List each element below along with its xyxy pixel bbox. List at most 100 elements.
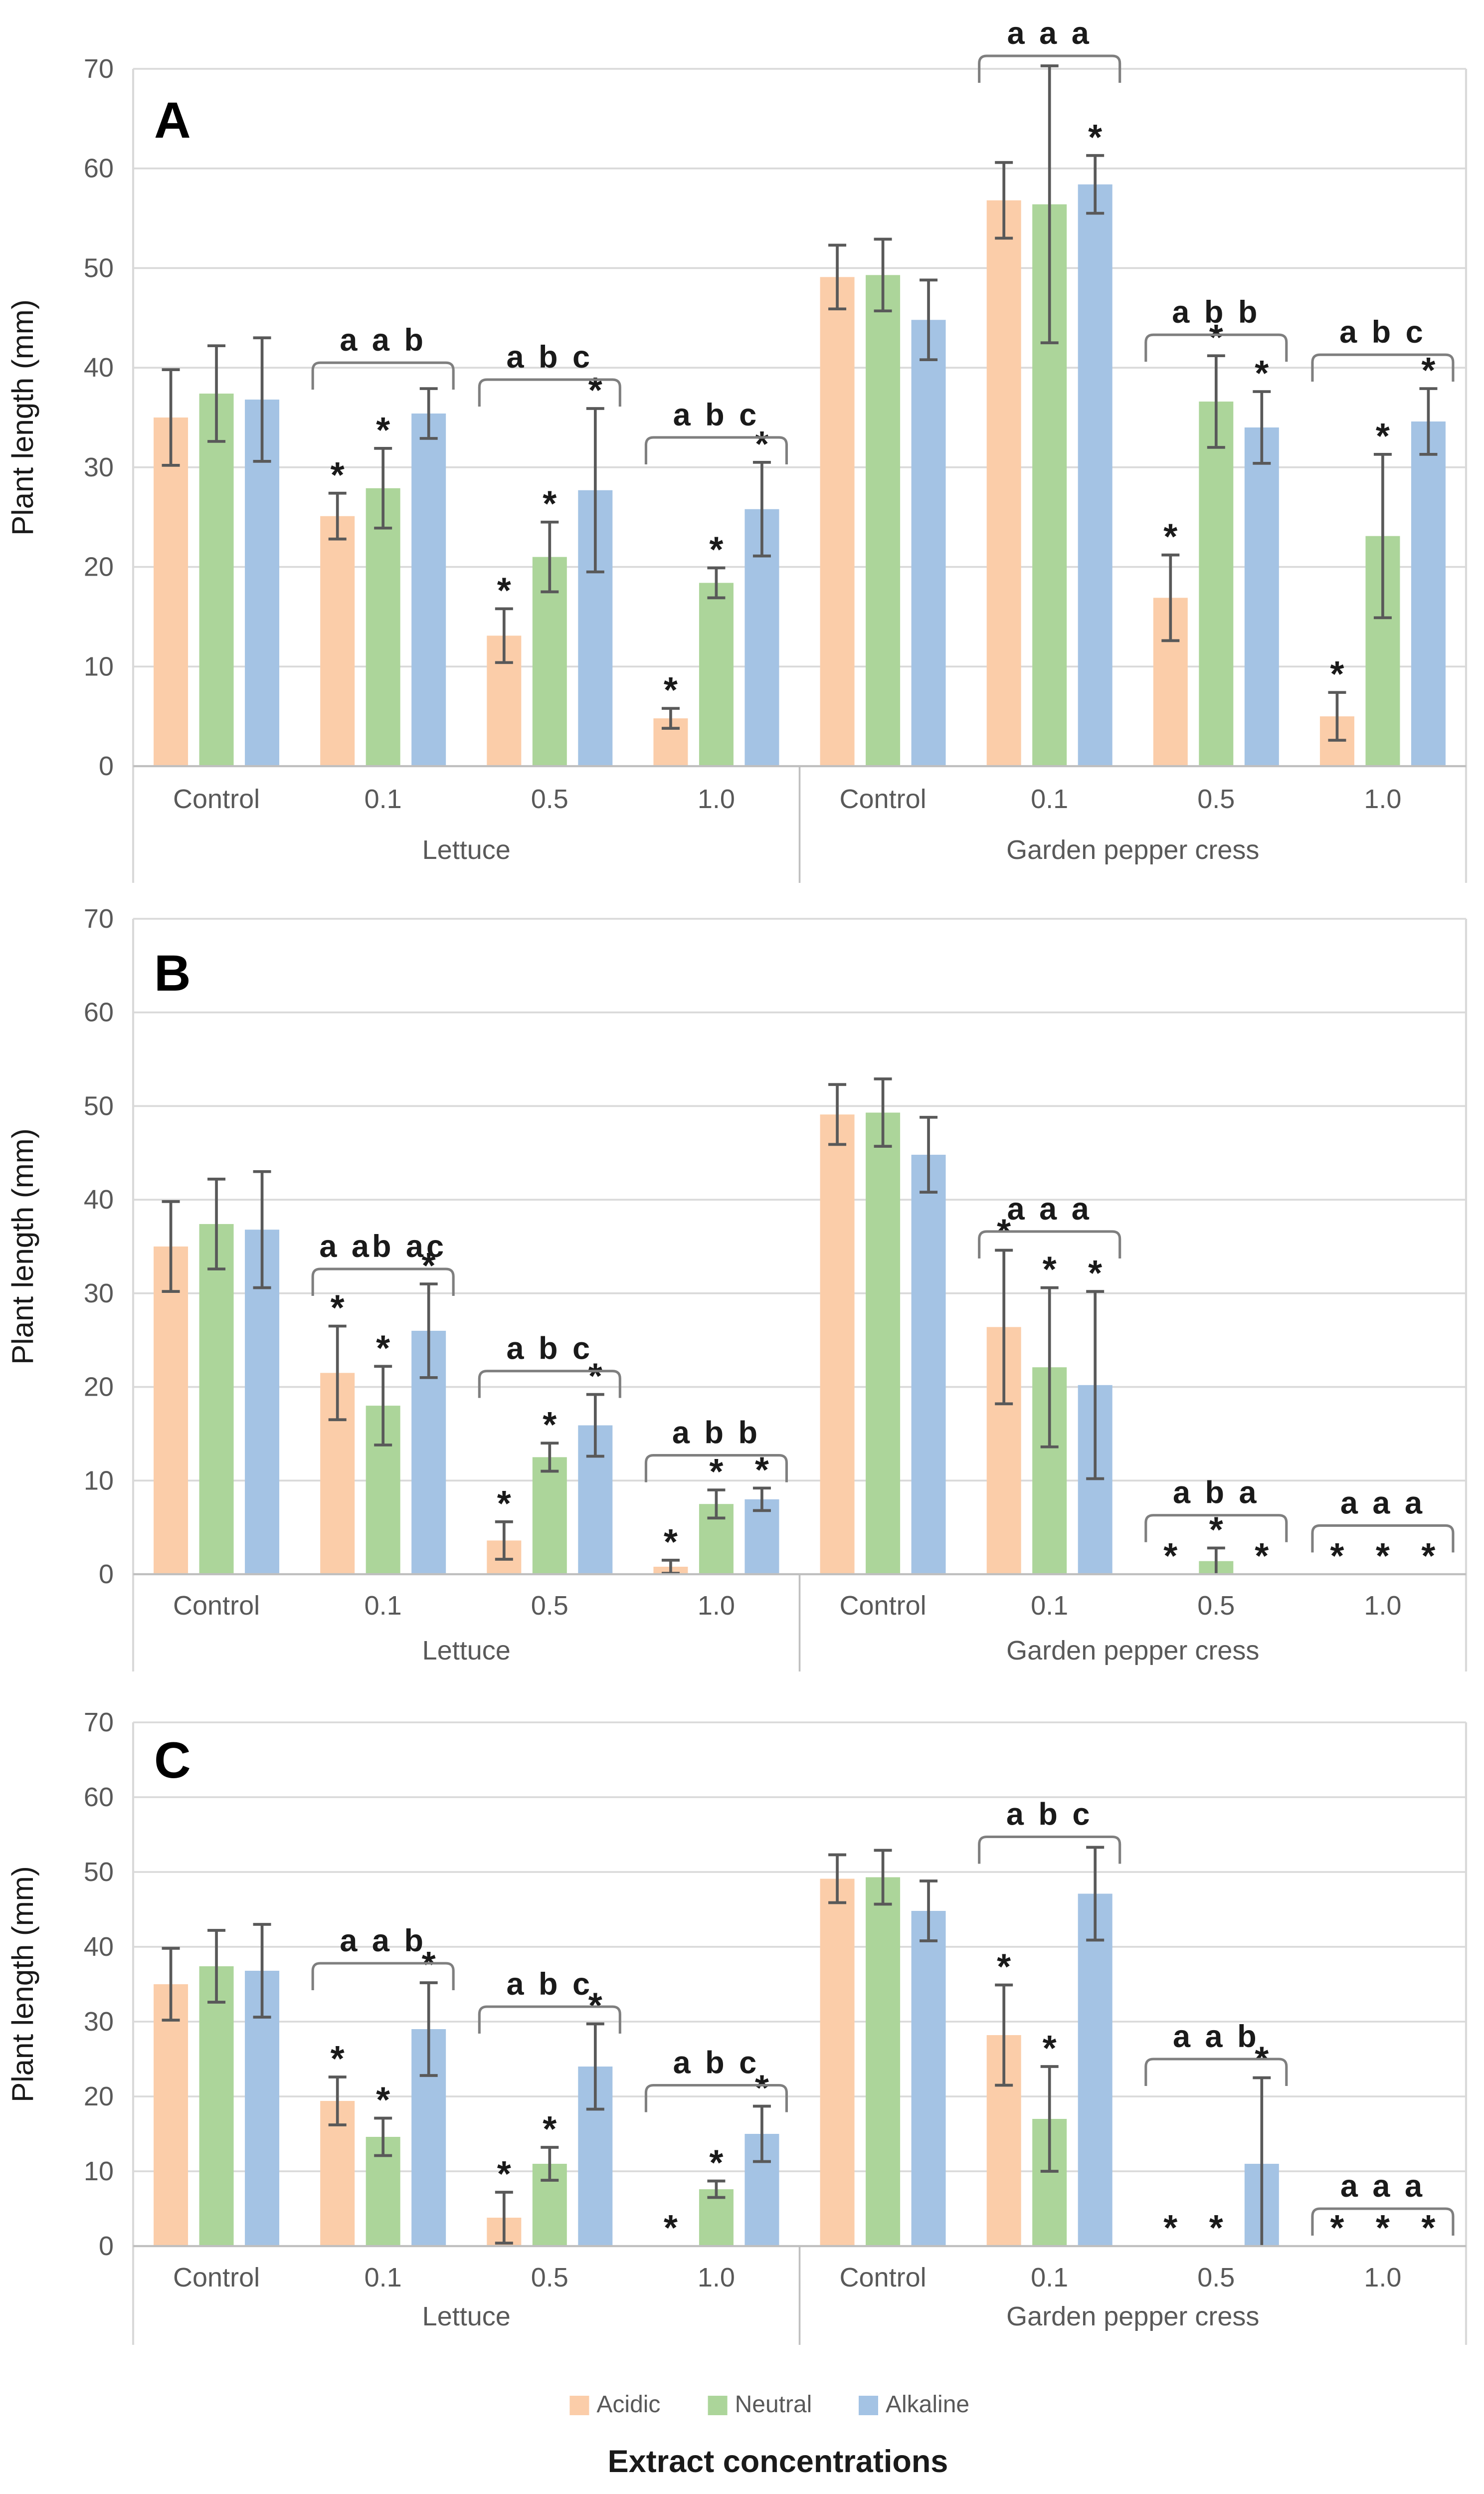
x-group-label: 0.1 [365,2263,402,2292]
legend: Acidic Neutral Alkaline [569,2391,969,2418]
x-group-label: Control [840,2263,927,2292]
x-group-label: 0.5 [1197,1591,1235,1621]
x-group-label: Control [840,1591,927,1621]
annotation-letters: a a a [1340,1485,1425,1520]
annotation-bracket [978,1230,1121,1258]
annotation-letters: a a a [1340,2169,1425,2204]
significance-asterisk: * [543,484,556,524]
annotation-letters: a a a [1007,1192,1092,1227]
annotation-bracket [1311,353,1455,382]
panel-label: A [154,92,191,149]
panel-label: B [154,945,191,1002]
x-group-label: 0.5 [1197,784,1235,814]
bar-neutral [699,583,734,766]
y-tick-label: 60 [84,998,114,1028]
significance-asterisk: * [497,571,511,611]
y-tick-label: 50 [84,1091,114,1121]
legend-label-neutral: Neutral [735,2391,812,2418]
significance-asterisk: * [1255,354,1269,394]
bar-acidic [820,1878,855,2246]
bar-acidic [986,200,1021,767]
x-group-label: 0.5 [531,2263,568,2292]
annotation-bracket [311,1962,455,1990]
significance-asterisk: * [997,1947,1011,1987]
significance-asterisk: * [1043,1250,1057,1290]
significance-asterisk: * [664,2208,678,2248]
annotation-bracket [978,54,1121,83]
y-tick-label: 70 [84,904,114,934]
significance-asterisk: * [1088,1253,1102,1293]
x-section-label: Lettuce [422,1636,511,1665]
significance-asterisk: * [1209,318,1223,358]
significance-asterisk: * [376,411,390,450]
significance-asterisk: * [1376,2208,1390,2248]
bar-acidic [154,417,188,766]
annotation-letters: a b c [507,1331,593,1366]
significance-asterisk: * [1209,1510,1223,1550]
y-tick-label: 0 [99,1559,114,1589]
bar-neutral [866,1112,901,1574]
panel-label: C [154,1732,191,1789]
panel-A: 0 10 20 30 40 50 60 70 Plant length (mm) A Control… [6,16,1468,883]
significance-asterisk: * [755,2069,769,2108]
bar-neutral [199,394,234,766]
annotation-letters: a b b [1172,295,1260,330]
significance-asterisk: * [1255,1536,1269,1576]
annotation-bracket [1144,333,1288,362]
annotation-bracket [478,378,621,407]
significance-asterisk: * [497,1484,511,1524]
bar-neutral [1199,402,1234,766]
y-tick-label: 30 [84,1278,114,1308]
significance-asterisk: * [1330,2208,1344,2248]
significance-asterisk: * [1376,1536,1390,1576]
x-group-label: 0.5 [531,1591,568,1621]
panel-B: 0 10 20 30 40 50 60 70 Plant length (mm) B Control… [6,904,1468,1671]
significance-asterisk: * [1163,1536,1177,1576]
bar-alkaline [1078,184,1113,766]
annotation-letters: a b c [507,1967,593,2002]
annotation-bracket [644,436,788,464]
annotation-bracket [1311,1524,1455,1553]
annotation-letters: a a b [1173,2019,1260,2054]
x-group-label: 1.0 [1364,1591,1401,1621]
x-section-label: Lettuce [422,2301,511,2331]
significance-asterisk: * [376,2080,390,2120]
y-tick-label: 60 [84,154,114,184]
legend-swatch-acidic [569,2396,589,2415]
y-axis-title: Plant length (mm) [6,299,39,536]
annotation-bracket [978,1835,1121,1864]
y-tick-label: 10 [84,2156,114,2186]
annotation-bracket [478,1370,621,1398]
significance-asterisk: * [422,1945,436,1985]
bar-neutral [866,1877,901,2246]
annotation-bracket [644,2083,788,2112]
x-group-label: 1.0 [698,784,735,814]
y-tick-label: 20 [84,2081,114,2111]
significance-asterisk: * [588,371,602,411]
y-axis-title: Plant length (mm) [6,1128,39,1365]
annotation-letters: a a b [340,323,426,358]
y-tick-label: 40 [84,1185,114,1215]
y-tick-label: 70 [84,54,114,84]
y-tick-label: 30 [84,2007,114,2037]
x-section-label: Garden pepper cress [1006,835,1259,865]
legend-label-alkaline: Alkaline [886,2391,969,2418]
y-tick-label: 0 [99,751,114,781]
annotation-bracket [311,361,455,390]
bar-neutral [366,488,400,766]
x-group-label: Control [173,1591,260,1621]
significance-asterisk: * [1163,2208,1177,2248]
y-tick-label: 20 [84,1372,114,1402]
bar-acidic [154,1984,188,2246]
significance-asterisk: * [543,1405,556,1445]
bar-neutral [532,1457,567,1574]
annotation-bracket [644,1454,788,1482]
significance-asterisk: * [422,1246,436,1286]
significance-asterisk: * [1421,2208,1435,2248]
x-group-label: Control [173,784,260,814]
significance-asterisk: * [1330,1536,1344,1576]
annotation-letters: a b b [672,1416,760,1451]
annotation-letters: a ab ac [319,1229,447,1264]
bar-neutral [199,1966,234,2246]
